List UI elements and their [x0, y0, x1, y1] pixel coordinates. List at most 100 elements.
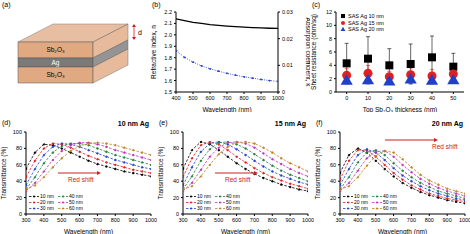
svg-text:1000: 1000: [459, 217, 462, 223]
svg-text:30: 30: [408, 95, 414, 101]
svg-text:800: 800: [268, 217, 277, 223]
html-text:(c): (c): [312, 1, 321, 8]
svg-text:Transmittance (%): Transmittance (%): [314, 147, 322, 200]
svg-text:2.1: 2.1: [164, 20, 172, 26]
svg-text:1000: 1000: [302, 217, 314, 223]
svg-text:100: 100: [13, 129, 22, 135]
svg-text:1000: 1000: [272, 95, 284, 101]
svg-text:20: 20: [386, 95, 392, 101]
svg-text:700: 700: [222, 95, 231, 101]
svg-text:900: 900: [443, 217, 452, 223]
svg-text:500: 500: [57, 217, 66, 223]
svg-text:900: 900: [129, 217, 138, 223]
html-text:(a): (a): [2, 1, 11, 8]
svg-text:4: 4: [329, 62, 332, 68]
svg-text:900: 900: [286, 217, 295, 223]
svg-text:700: 700: [250, 217, 259, 223]
svg-text:0: 0: [176, 211, 179, 217]
svg-text:20: 20: [16, 195, 22, 201]
svg-text:0: 0: [329, 89, 332, 95]
svg-text:0: 0: [333, 211, 336, 217]
svg-text:1.6: 1.6: [164, 78, 172, 84]
svg-text:12: 12: [326, 9, 332, 15]
svg-text:10: 10: [365, 95, 371, 101]
html-text:(e): (e): [159, 119, 168, 126]
svg-text:700: 700: [407, 217, 416, 223]
svg-text:Transmittance (%): Transmittance (%): [8, 147, 9, 200]
svg-text:Wavelength (nm): Wavelength (nm): [378, 228, 427, 234]
svg-text:20: 20: [173, 195, 179, 201]
svg-text:600: 600: [75, 217, 84, 223]
html-text:SAS Ag 15 nm: SAS Ag 15 nm: [348, 19, 384, 26]
html-text:20 nm Ag: 20 nm Ag: [431, 120, 463, 127]
svg-text:0.01: 0.01: [282, 62, 293, 68]
svg-text:500: 500: [371, 217, 380, 223]
svg-text:Sb₂O₃: Sb₂O₃: [46, 46, 65, 53]
svg-text:600: 600: [232, 217, 241, 223]
svg-text:600: 600: [389, 217, 398, 223]
svg-text:800: 800: [425, 217, 434, 223]
svg-text:400: 400: [196, 217, 205, 223]
svg-text:80: 80: [173, 145, 179, 151]
svg-text:300: 300: [178, 217, 187, 223]
svg-text:900: 900: [256, 95, 265, 101]
svg-text:Wavelength (nm): Wavelength (nm): [64, 228, 113, 234]
svg-text:500: 500: [188, 95, 197, 101]
svg-text:300: 300: [335, 217, 344, 223]
svg-text:Transmittance (%): Transmittance (%): [157, 147, 165, 200]
svg-text:400: 400: [171, 95, 180, 101]
svg-text:2: 2: [329, 76, 332, 82]
svg-text:800: 800: [239, 95, 248, 101]
svg-text:d: d: [138, 29, 142, 36]
html-text:Red shift: Red shift: [68, 176, 94, 183]
svg-text:10: 10: [326, 22, 332, 28]
svg-text:40: 40: [173, 178, 179, 184]
html-text:Red shift: Red shift: [225, 176, 251, 183]
html-text:10 nm Ag: 10 nm Ag: [117, 120, 149, 127]
svg-text:6: 6: [329, 49, 332, 55]
svg-text:Sheet resistance (ohm/sq): Sheet resistance (ohm/sq): [310, 14, 318, 90]
svg-text:0: 0: [345, 95, 348, 101]
html-text:(d): (d): [2, 119, 11, 126]
svg-text:80: 80: [330, 145, 336, 151]
svg-text:60: 60: [330, 162, 336, 168]
svg-text:1000: 1000: [145, 217, 157, 223]
svg-text:0.03: 0.03: [282, 9, 293, 15]
svg-text:600: 600: [205, 95, 214, 101]
svg-text:Top Sb₂O₃ thickness (nm): Top Sb₂O₃ thickness (nm): [363, 106, 438, 112]
svg-text:1.7: 1.7: [164, 66, 172, 72]
svg-text:50: 50: [450, 95, 456, 101]
svg-text:800: 800: [111, 217, 120, 223]
svg-text:1.8: 1.8: [164, 55, 172, 61]
svg-text:40: 40: [330, 178, 336, 184]
svg-text:2.0: 2.0: [164, 32, 172, 38]
svg-text:400: 400: [39, 217, 48, 223]
svg-text:40: 40: [16, 178, 22, 184]
svg-text:60: 60: [173, 162, 179, 168]
html-text:(b): (b): [152, 1, 161, 8]
svg-text:1.9: 1.9: [164, 43, 172, 49]
svg-text:Sb₂O₃: Sb₂O₃: [46, 71, 65, 78]
svg-text:Ag: Ag: [52, 59, 60, 67]
svg-text:400: 400: [353, 217, 362, 223]
svg-text:0: 0: [19, 211, 22, 217]
svg-text:40: 40: [429, 95, 435, 101]
svg-text:80: 80: [16, 145, 22, 151]
svg-text:300: 300: [21, 217, 30, 223]
html-text:15 nm Ag: 15 nm Ag: [274, 120, 306, 127]
svg-text:Refractive index, n: Refractive index, n: [150, 25, 157, 79]
svg-text:Absorption coefficient, k: Absorption coefficient, k: [304, 18, 310, 88]
svg-text:500: 500: [214, 217, 223, 223]
svg-text:100: 100: [170, 129, 179, 135]
svg-text:1.5: 1.5: [164, 89, 172, 95]
svg-text:700: 700: [93, 217, 102, 223]
svg-text:0: 0: [282, 89, 285, 95]
svg-text:Wavelength (nm): Wavelength (nm): [221, 228, 270, 234]
svg-text:8: 8: [329, 36, 332, 42]
svg-text:60: 60: [16, 162, 22, 168]
svg-text:0.02: 0.02: [282, 36, 293, 42]
svg-text:100: 100: [327, 129, 336, 135]
svg-text:20: 20: [330, 195, 336, 201]
svg-text:Wavelength (nm): Wavelength (nm): [202, 106, 251, 112]
svg-text:2.2: 2.2: [164, 9, 172, 15]
